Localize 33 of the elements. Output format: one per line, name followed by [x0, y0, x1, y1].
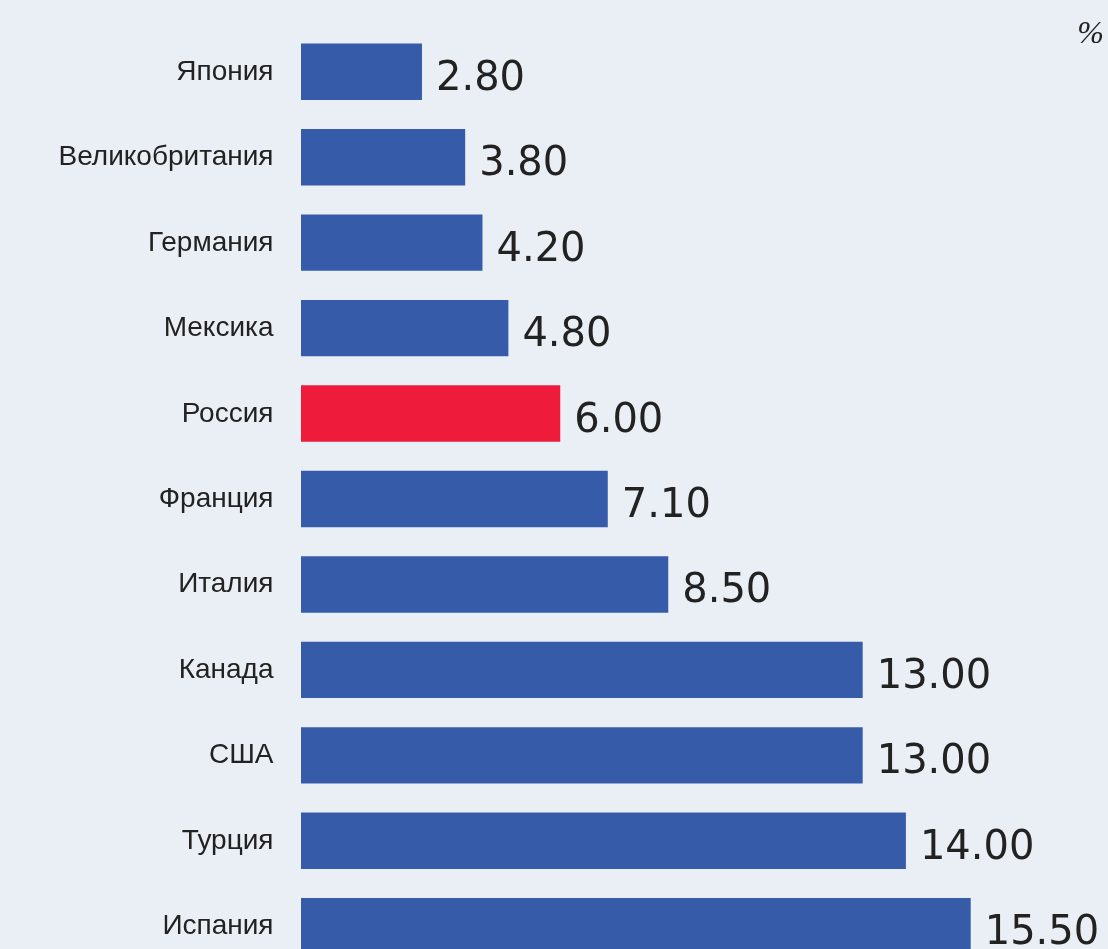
bar — [301, 641, 863, 699]
data-label: 7.10 — [621, 480, 711, 526]
data-label: 6.00 — [574, 394, 664, 441]
y-tick-label: Италия — [178, 567, 274, 599]
data-label: 4.20 — [496, 223, 586, 270]
y-tick-label: Испания — [162, 909, 274, 941]
bar — [301, 727, 863, 784]
data-label: 13.00 — [876, 736, 992, 783]
data-label: 15.50 — [984, 907, 1100, 949]
bar — [301, 299, 509, 357]
bar — [301, 128, 466, 186]
y-tick-label: Германия — [147, 225, 274, 257]
y-tick-label: Великобритания — [58, 140, 274, 172]
bar — [301, 214, 483, 271]
y-tick-label: Япония — [176, 54, 274, 86]
data-label: 2.80 — [435, 52, 526, 99]
text: % — [1077, 14, 1104, 51]
bar — [301, 385, 561, 442]
data-label: 4.80 — [522, 309, 612, 356]
bar — [301, 812, 906, 870]
y-tick-label: Мексика — [163, 311, 274, 343]
y-tick-label: Турция — [181, 823, 274, 855]
bar — [301, 470, 608, 528]
y-tick-label: Россия — [181, 396, 274, 428]
data-label: 13.00 — [876, 650, 992, 697]
bar — [301, 43, 422, 100]
y-tick-label: США — [208, 738, 274, 770]
data-label: 8.50 — [682, 565, 772, 612]
y-tick-label: Канада — [178, 652, 274, 684]
data-label: 14.00 — [919, 821, 1035, 868]
data-label: 3.80 — [479, 138, 569, 185]
y-tick-label: Франция — [158, 482, 274, 513]
bar — [301, 556, 669, 613]
